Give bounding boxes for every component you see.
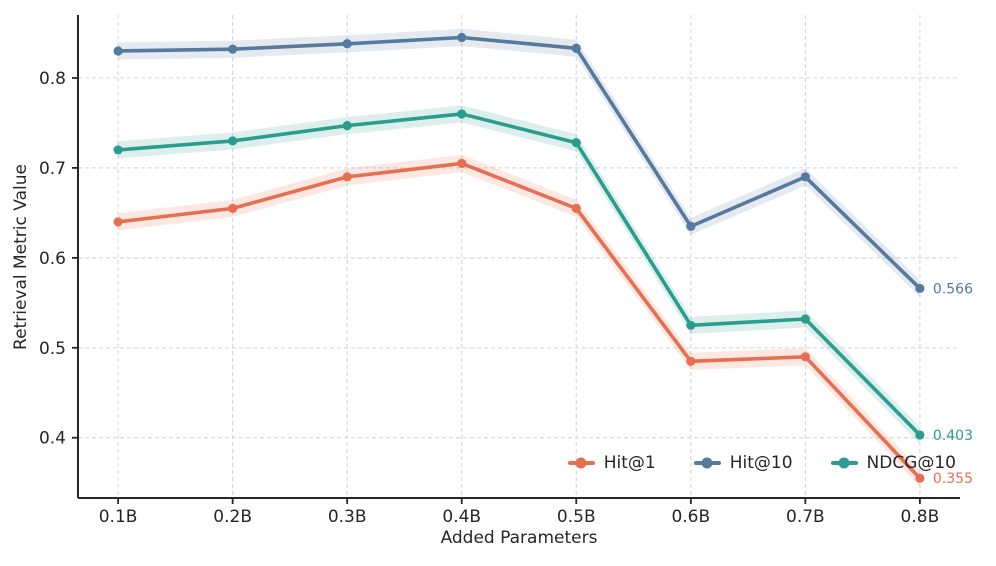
x-tick-label: 0.5B [557, 507, 596, 527]
x-tick-label: 0.8B [901, 507, 940, 527]
ndcg-10-marker [228, 136, 238, 146]
ndcg-10-line [116, 112, 922, 437]
y-tick-label: 0.7 [39, 159, 66, 179]
ndcg-10-marker [113, 145, 123, 155]
hit-1-marker [113, 217, 123, 227]
x-tick-label: 0.6B [671, 507, 710, 527]
hit-1-marker [800, 352, 810, 362]
x-tick-label: 0.2B [213, 507, 252, 527]
x-tick-label: 0.4B [442, 507, 481, 527]
hit-1-marker [686, 356, 696, 366]
hit-10-marker [342, 39, 352, 49]
hit-10-marker [228, 44, 238, 54]
hit-10-marker [113, 46, 123, 56]
x-axis-title: Added Parameters [440, 528, 598, 548]
x-tick-label: 0.7B [786, 507, 825, 527]
hit-1-end-label: 0.355 [933, 471, 973, 487]
hit-1-marker [228, 203, 238, 213]
ndcg-10-marker [457, 109, 467, 119]
hit-10-end-label: 0.566 [933, 281, 973, 297]
hit-10-marker [686, 221, 696, 231]
hit-10-marker [800, 172, 810, 182]
ndcg-10-marker [571, 138, 581, 148]
hit-10-line [116, 35, 922, 291]
x-tick-label: 0.3B [328, 507, 367, 527]
hit-10-band [118, 28, 920, 297]
hit-1-marker [342, 172, 352, 182]
ndcg-10-marker [915, 430, 925, 440]
x-tick-label: 0.1B [99, 507, 138, 527]
hit-1-line [116, 161, 922, 481]
hit-10-marker [457, 32, 467, 43]
y-tick-label: 0.4 [39, 429, 66, 449]
ndcg-10-band [118, 105, 920, 444]
hit-10-marker [571, 43, 581, 53]
ndcg-10-marker [686, 320, 696, 330]
ndcg-10-marker [800, 314, 810, 324]
ndcg-10-marker [342, 121, 352, 131]
hit-10-marker [915, 283, 925, 294]
y-tick-label: 0.6 [39, 249, 66, 269]
y-tick-label: 0.8 [39, 69, 66, 89]
hit-1-marker [571, 203, 581, 213]
hit-1-marker [915, 473, 925, 483]
y-axis-title: Retrieval Metric Value [11, 164, 31, 350]
hit-1-marker [457, 158, 467, 169]
y-tick-label: 0.5 [39, 339, 66, 359]
ndcg-10-end-label: 0.403 [933, 428, 973, 444]
